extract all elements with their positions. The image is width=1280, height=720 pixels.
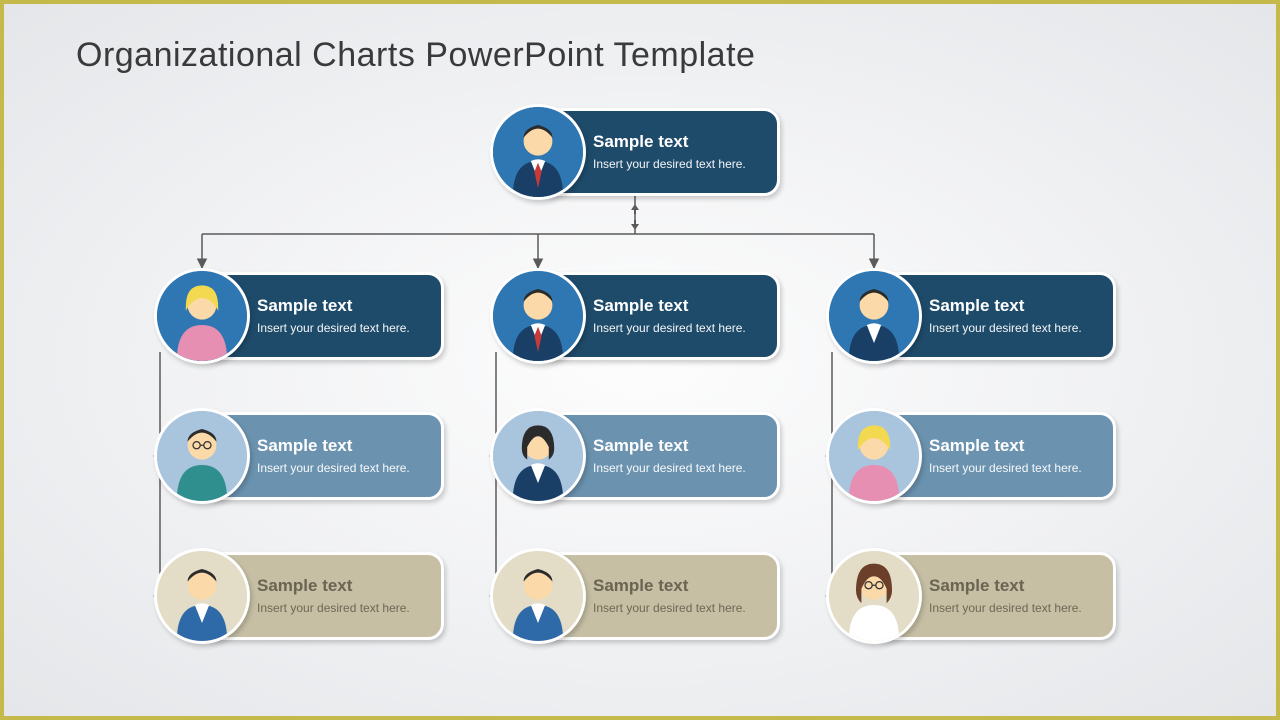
org-node-b1: Sample text Insert your desired text her… xyxy=(490,272,780,360)
node-subtitle: Insert your desired text here. xyxy=(257,320,427,336)
node-title: Sample text xyxy=(257,296,427,316)
slide-frame: Organizational Charts PowerPoint Templat… xyxy=(0,0,1280,720)
person-icon xyxy=(490,104,586,200)
person-icon xyxy=(154,408,250,504)
node-subtitle: Insert your desired text here. xyxy=(929,460,1099,476)
person-icon xyxy=(826,408,922,504)
node-title: Sample text xyxy=(593,296,763,316)
node-title: Sample text xyxy=(593,576,763,596)
org-node-b2: Sample text Insert your desired text her… xyxy=(490,412,780,500)
person-icon xyxy=(826,268,922,364)
org-node-a3: Sample text Insert your desired text her… xyxy=(154,552,444,640)
node-title: Sample text xyxy=(257,576,427,596)
org-node-c2: Sample text Insert your desired text her… xyxy=(826,412,1116,500)
org-node-b3: Sample text Insert your desired text her… xyxy=(490,552,780,640)
person-icon xyxy=(490,268,586,364)
person-icon xyxy=(490,548,586,644)
node-subtitle: Insert your desired text here. xyxy=(593,156,763,172)
person-icon xyxy=(826,548,922,644)
org-node-c3: Sample text Insert your desired text her… xyxy=(826,552,1116,640)
person-icon xyxy=(154,268,250,364)
node-title: Sample text xyxy=(257,436,427,456)
org-node-a1: Sample text Insert your desired text her… xyxy=(154,272,444,360)
node-title: Sample text xyxy=(593,436,763,456)
org-node-a2: Sample text Insert your desired text her… xyxy=(154,412,444,500)
node-subtitle: Insert your desired text here. xyxy=(929,600,1099,616)
node-title: Sample text xyxy=(929,576,1099,596)
node-title: Sample text xyxy=(929,296,1099,316)
person-icon xyxy=(154,548,250,644)
person-icon xyxy=(490,408,586,504)
node-subtitle: Insert your desired text here. xyxy=(257,600,427,616)
node-subtitle: Insert your desired text here. xyxy=(257,460,427,476)
node-subtitle: Insert your desired text here. xyxy=(593,460,763,476)
page-title: Organizational Charts PowerPoint Templat… xyxy=(76,36,755,75)
node-title: Sample text xyxy=(593,132,763,152)
org-node-c1: Sample text Insert your desired text her… xyxy=(826,272,1116,360)
node-subtitle: Insert your desired text here. xyxy=(593,320,763,336)
node-title: Sample text xyxy=(929,436,1099,456)
node-subtitle: Insert your desired text here. xyxy=(929,320,1099,336)
node-subtitle: Insert your desired text here. xyxy=(593,600,763,616)
org-node-root: Sample text Insert your desired text her… xyxy=(490,108,780,196)
